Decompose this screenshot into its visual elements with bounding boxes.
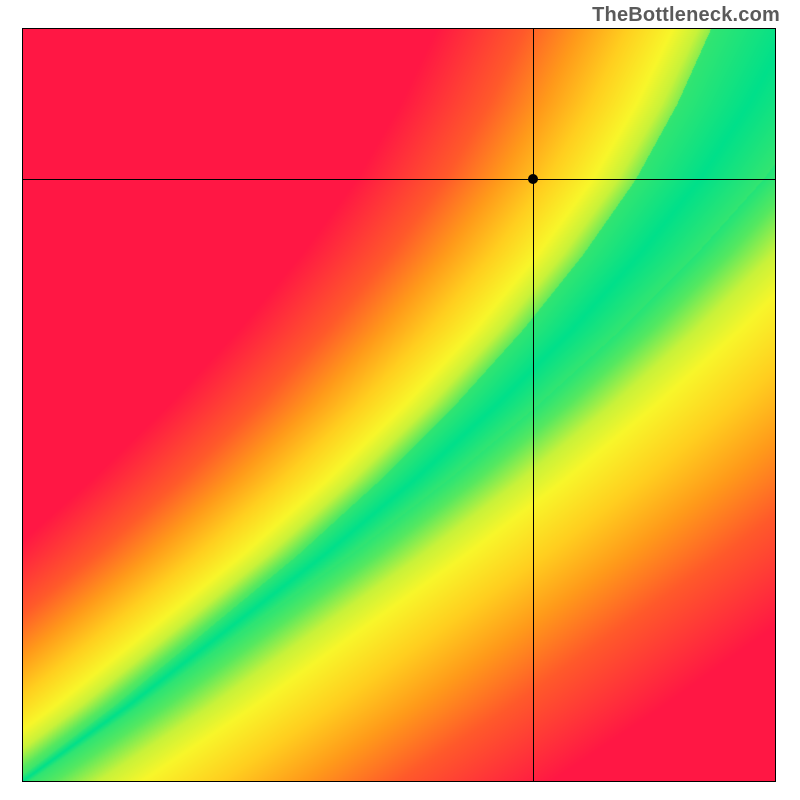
chart-container: TheBottleneck.com xyxy=(0,0,800,800)
crosshair-horizontal-line xyxy=(23,179,775,180)
crosshair-vertical-line xyxy=(533,29,534,781)
watermark-text: TheBottleneck.com xyxy=(592,4,780,27)
crosshair-marker xyxy=(528,174,538,184)
plot-area xyxy=(22,28,776,782)
heatmap-canvas xyxy=(23,29,775,781)
